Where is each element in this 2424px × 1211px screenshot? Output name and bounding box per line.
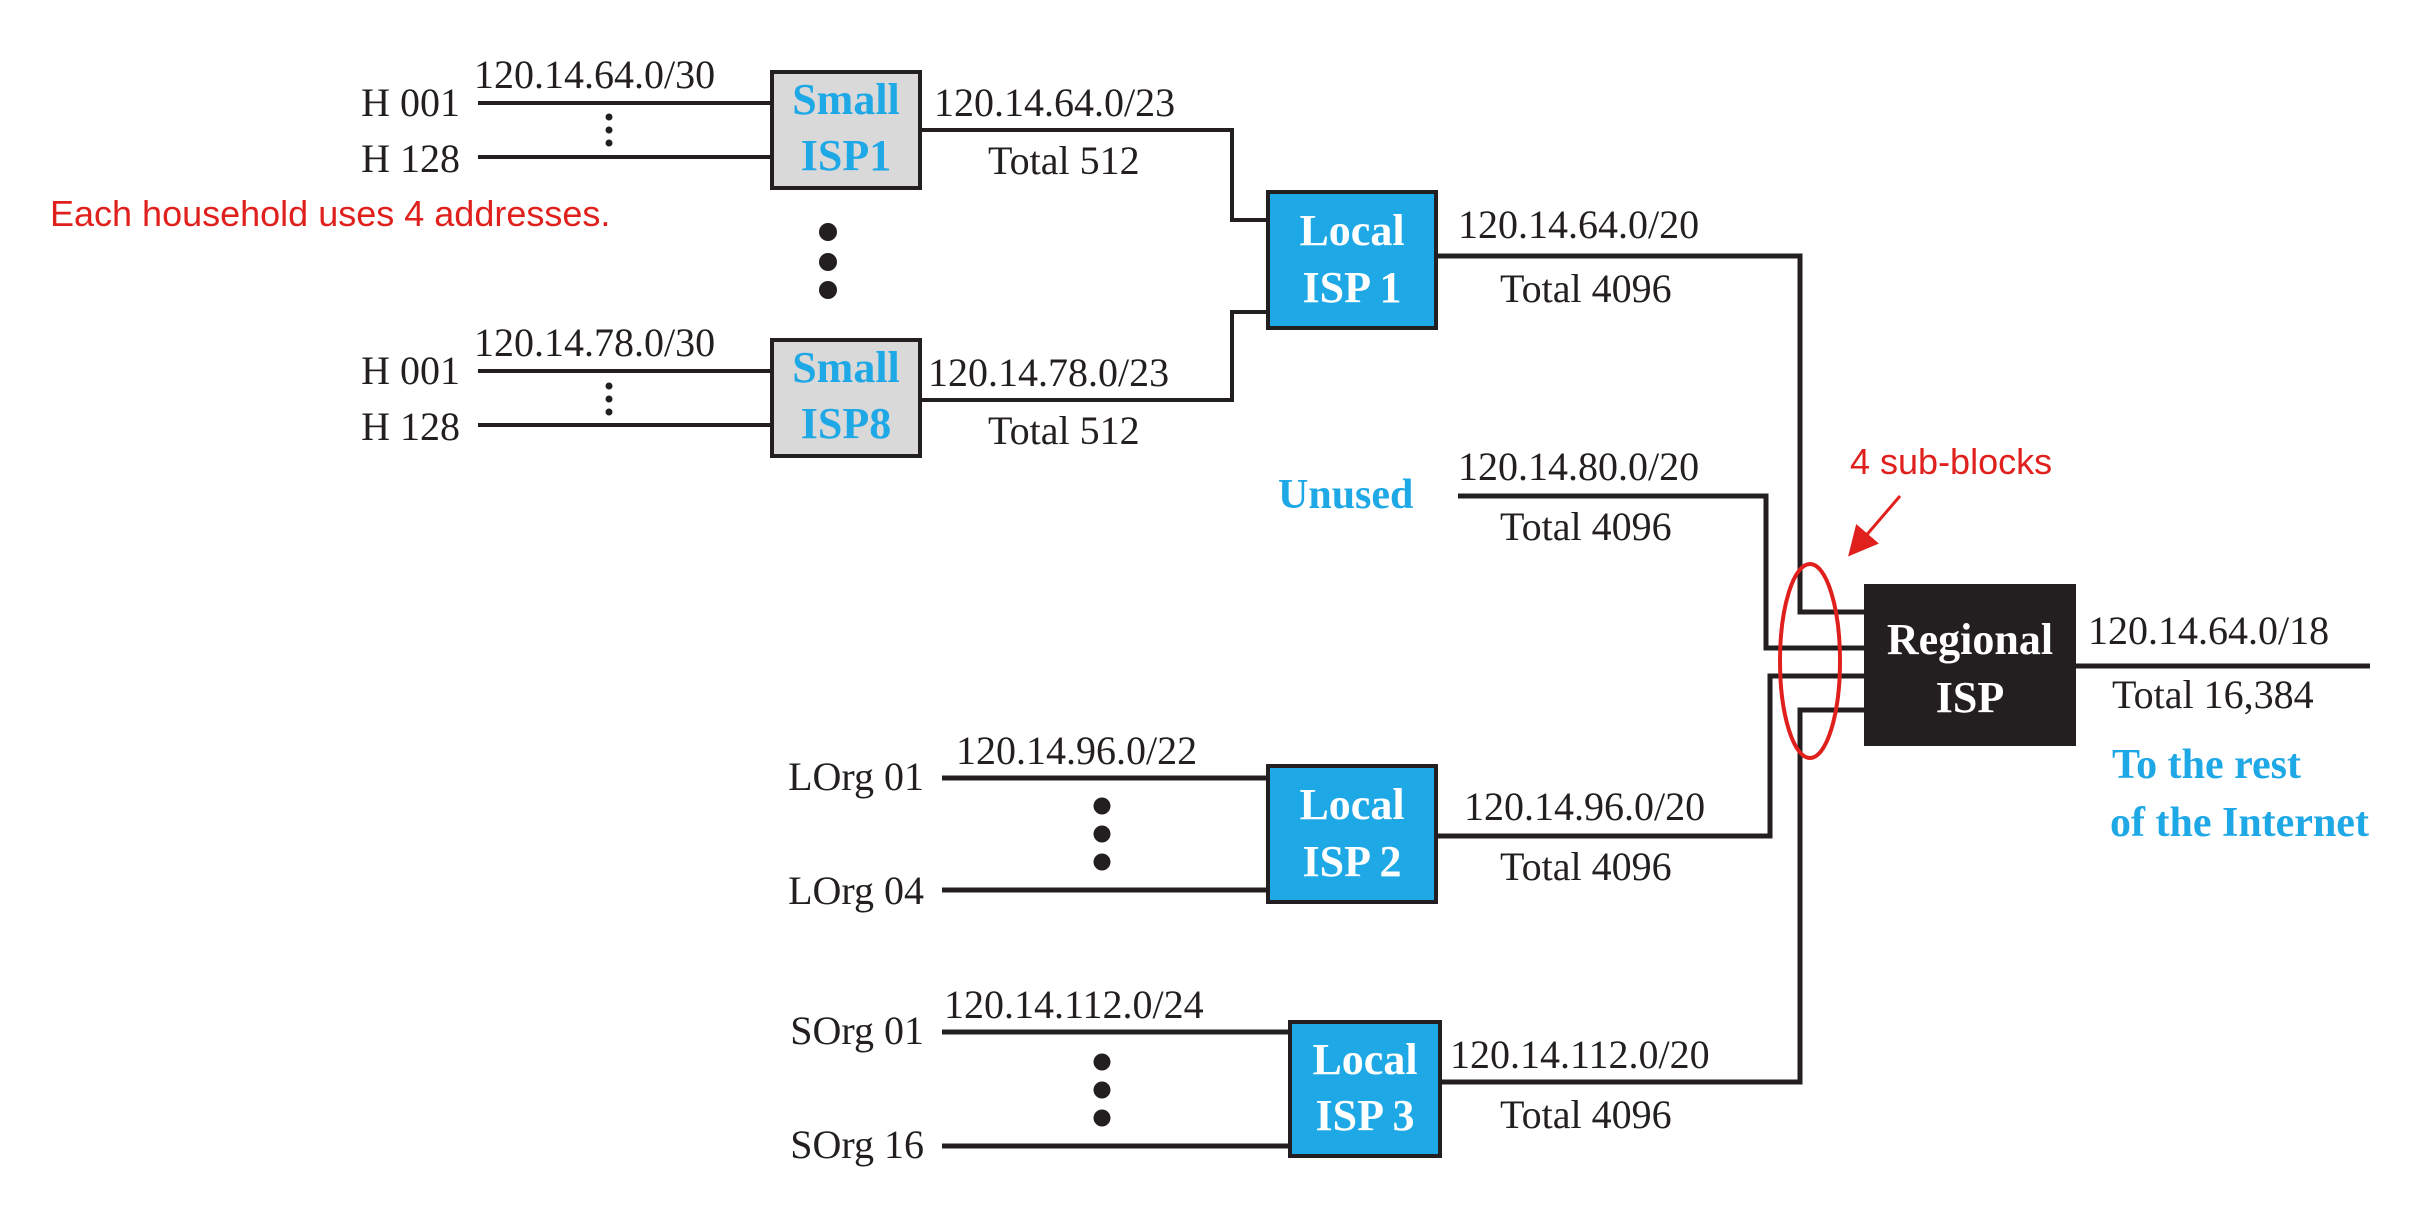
local-isp-2-name-line1: Local xyxy=(1299,780,1404,829)
household-block-label: 120.14.64.0/30 xyxy=(474,52,715,97)
small-isp-1-block-label: 120.14.64.0/23 xyxy=(934,80,1175,125)
small-isp-1-name-line2: ISP1 xyxy=(801,131,891,180)
org-block-label: 120.14.96.0/22 xyxy=(956,728,1197,773)
household-first-label: H 001 xyxy=(361,348,460,393)
small-isp-8-total-label: Total 512 xyxy=(988,408,1140,453)
local-isp-3-name-line2: ISP 3 xyxy=(1315,1091,1414,1140)
vertical-ellipsis-icon xyxy=(605,382,613,416)
local-isp-2-total-label: Total 4096 xyxy=(1500,844,1672,889)
regional-isp-block-label: 120.14.64.0/18 xyxy=(2088,608,2329,653)
regional-isp-name-line2: ISP xyxy=(1936,673,2004,722)
regional-isp-box xyxy=(1864,584,2076,746)
small-isp-8-name-line1: Small xyxy=(792,343,900,392)
sub-blocks-note: 4 sub-blocks xyxy=(1850,441,2052,482)
small-isp-8-group: H 001 H 128 120.14.78.0/30 Small ISP8 12… xyxy=(361,310,1268,458)
small-isp-8-name-line2: ISP8 xyxy=(801,399,891,448)
local-isp-3-box xyxy=(1288,1020,1442,1158)
local-isp-2-block-label: 120.14.96.0/20 xyxy=(1464,784,1705,829)
vertical-ellipsis-icon xyxy=(605,113,613,147)
small-isp-8-uplink xyxy=(920,310,1268,402)
vertical-ellipsis-icon xyxy=(819,223,837,299)
vertical-ellipsis-icon xyxy=(1093,1053,1111,1127)
unused-label: Unused xyxy=(1278,472,1413,518)
regional-isp-total-label: Total 16,384 xyxy=(2112,672,2314,717)
internet-label-line1: To the rest xyxy=(2112,742,2301,788)
local-isp-1-box xyxy=(1266,190,1438,330)
sub-blocks-arrow-icon xyxy=(1848,495,1902,557)
vertical-ellipsis-icon xyxy=(1093,797,1111,871)
org-first-label: LOrg 01 xyxy=(788,754,924,799)
org-last-label: LOrg 04 xyxy=(788,868,924,913)
org-first-label: SOrg 01 xyxy=(790,1008,924,1053)
local-isp-2-name-line2: ISP 2 xyxy=(1302,837,1401,886)
org-last-label: SOrg 16 xyxy=(790,1122,924,1167)
local-isp-3-uplink xyxy=(1440,707,1864,1085)
local-isp-3-block-label: 120.14.112.0/20 xyxy=(1450,1032,1710,1077)
unused-block-label: 120.14.80.0/20 xyxy=(1458,444,1699,489)
internet-label-line2: of the Internet xyxy=(2110,800,2369,846)
household-last-label: H 128 xyxy=(361,136,460,181)
small-isp-1-uplink xyxy=(920,128,1268,222)
sub-blocks-annotation: 4 sub-blocks xyxy=(1778,441,2052,760)
regional-isp-name-line1: Regional xyxy=(1887,615,2053,664)
local-isp-2-group: LOrg 01 LOrg 04 120.14.96.0/22 Local ISP… xyxy=(788,673,1864,913)
local-isp-1-name-line2: ISP 1 xyxy=(1302,263,1401,312)
local-isp-3-group: SOrg 01 SOrg 16 120.14.112.0/24 Local IS… xyxy=(790,707,1864,1167)
small-isp-1-name-line1: Small xyxy=(792,75,900,124)
unused-total-label: Total 4096 xyxy=(1500,504,1672,549)
household-first-label: H 001 xyxy=(361,80,460,125)
household-note: Each household uses 4 addresses. xyxy=(50,193,610,234)
local-isp-1-group: Local ISP 1 120.14.64.0/20 Total 4096 xyxy=(1266,190,1864,615)
local-isp-3-name-line1: Local xyxy=(1312,1035,1417,1084)
small-isp-1-box xyxy=(770,70,922,190)
local-isp-1-name-line1: Local xyxy=(1299,206,1404,255)
local-isp-3-total-label: Total 4096 xyxy=(1500,1092,1672,1137)
small-isp-8-block-label: 120.14.78.0/23 xyxy=(928,350,1169,395)
household-block-label: 120.14.78.0/30 xyxy=(474,320,715,365)
household-last-label: H 128 xyxy=(361,404,460,449)
local-isp-1-uplink xyxy=(1436,253,1864,615)
org-block-label: 120.14.112.0/24 xyxy=(944,982,1204,1027)
local-isp-1-total-label: Total 4096 xyxy=(1500,266,1672,311)
small-isp-1-total-label: Total 512 xyxy=(988,138,1140,183)
local-isp-1-block-label: 120.14.64.0/20 xyxy=(1458,202,1699,247)
small-isp-1-group: H 001 H 128 120.14.64.0/30 Small ISP1 12… xyxy=(361,52,1268,222)
local-isp-2-uplink xyxy=(1436,673,1864,839)
unused-uplink xyxy=(1458,493,1864,651)
sub-blocks-ellipse xyxy=(1778,562,1842,760)
unused-block-group: Unused 120.14.80.0/20 Total 4096 xyxy=(1278,444,1864,651)
regional-isp-group: Regional ISP 120.14.64.0/18 Total 16,384… xyxy=(1864,584,2370,846)
local-isp-2-box xyxy=(1266,764,1438,904)
